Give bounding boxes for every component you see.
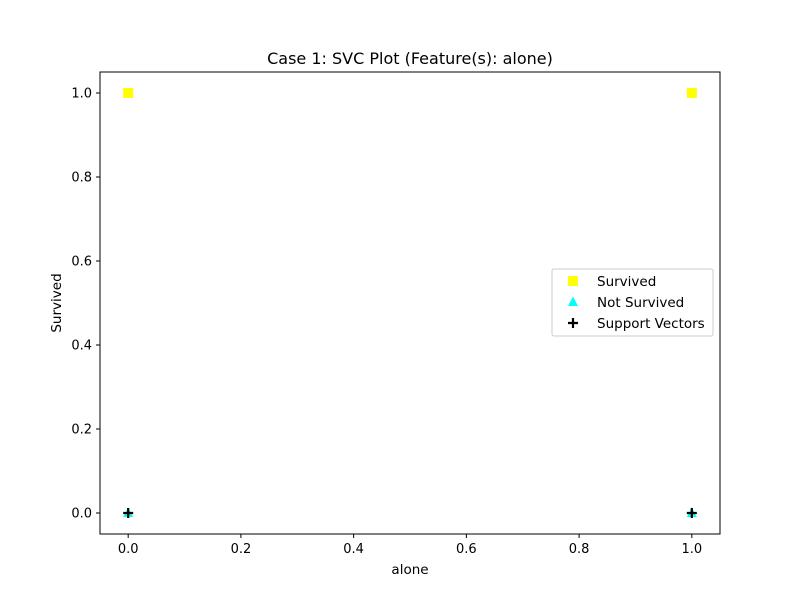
data-points bbox=[123, 88, 697, 518]
y-axis-label: Survived bbox=[49, 273, 65, 332]
x-tick-label: 0.0 bbox=[118, 542, 139, 557]
legend-item-not-survived: Not Survived bbox=[568, 295, 684, 311]
legend-label-not-survived: Not Survived bbox=[597, 295, 684, 311]
legend-marker-support-vectors bbox=[568, 318, 578, 328]
x-tick-label: 0.2 bbox=[231, 542, 252, 557]
plot-area-frame bbox=[99, 71, 721, 535]
x-tick-label: 0.8 bbox=[569, 542, 590, 557]
legend-item-support-vectors: Support Vectors bbox=[568, 316, 705, 332]
x-axis-label: alone bbox=[391, 562, 428, 578]
legend-frame bbox=[551, 268, 714, 337]
legend: Survived Not Survived Support Vectors bbox=[551, 268, 714, 337]
legend-marker-survived bbox=[568, 276, 578, 286]
survived-point bbox=[686, 88, 697, 98]
support-vectors-point bbox=[123, 508, 134, 518]
y-tick-label: 0.6 bbox=[71, 255, 92, 270]
y-axis-ticks: 0.0 0.2 0.4 0.6 0.8 1.0 bbox=[71, 87, 100, 522]
legend-label-survived: Survived bbox=[597, 274, 656, 290]
chart-title: Case 1: SVC Plot (Feature(s): alone) bbox=[267, 49, 553, 68]
y-tick-label: 1.0 bbox=[71, 87, 92, 102]
legend-label-support-vectors: Support Vectors bbox=[597, 316, 705, 332]
legend-item-survived: Survived bbox=[568, 274, 656, 290]
y-tick-label: 0.4 bbox=[71, 339, 92, 354]
x-tick-label: 0.6 bbox=[456, 542, 477, 557]
y-tick-label: 0.0 bbox=[71, 507, 92, 522]
x-tick-label: 0.4 bbox=[343, 542, 364, 557]
x-axis-ticks: 0.0 0.2 0.4 0.6 0.8 1.0 bbox=[118, 534, 702, 557]
y-tick-label: 0.8 bbox=[71, 171, 92, 186]
survived-point bbox=[123, 88, 134, 98]
support-vectors-point bbox=[686, 508, 697, 518]
legend-marker-not-survived bbox=[568, 296, 578, 306]
y-tick-label: 0.2 bbox=[71, 423, 92, 438]
x-tick-label: 1.0 bbox=[681, 542, 702, 557]
